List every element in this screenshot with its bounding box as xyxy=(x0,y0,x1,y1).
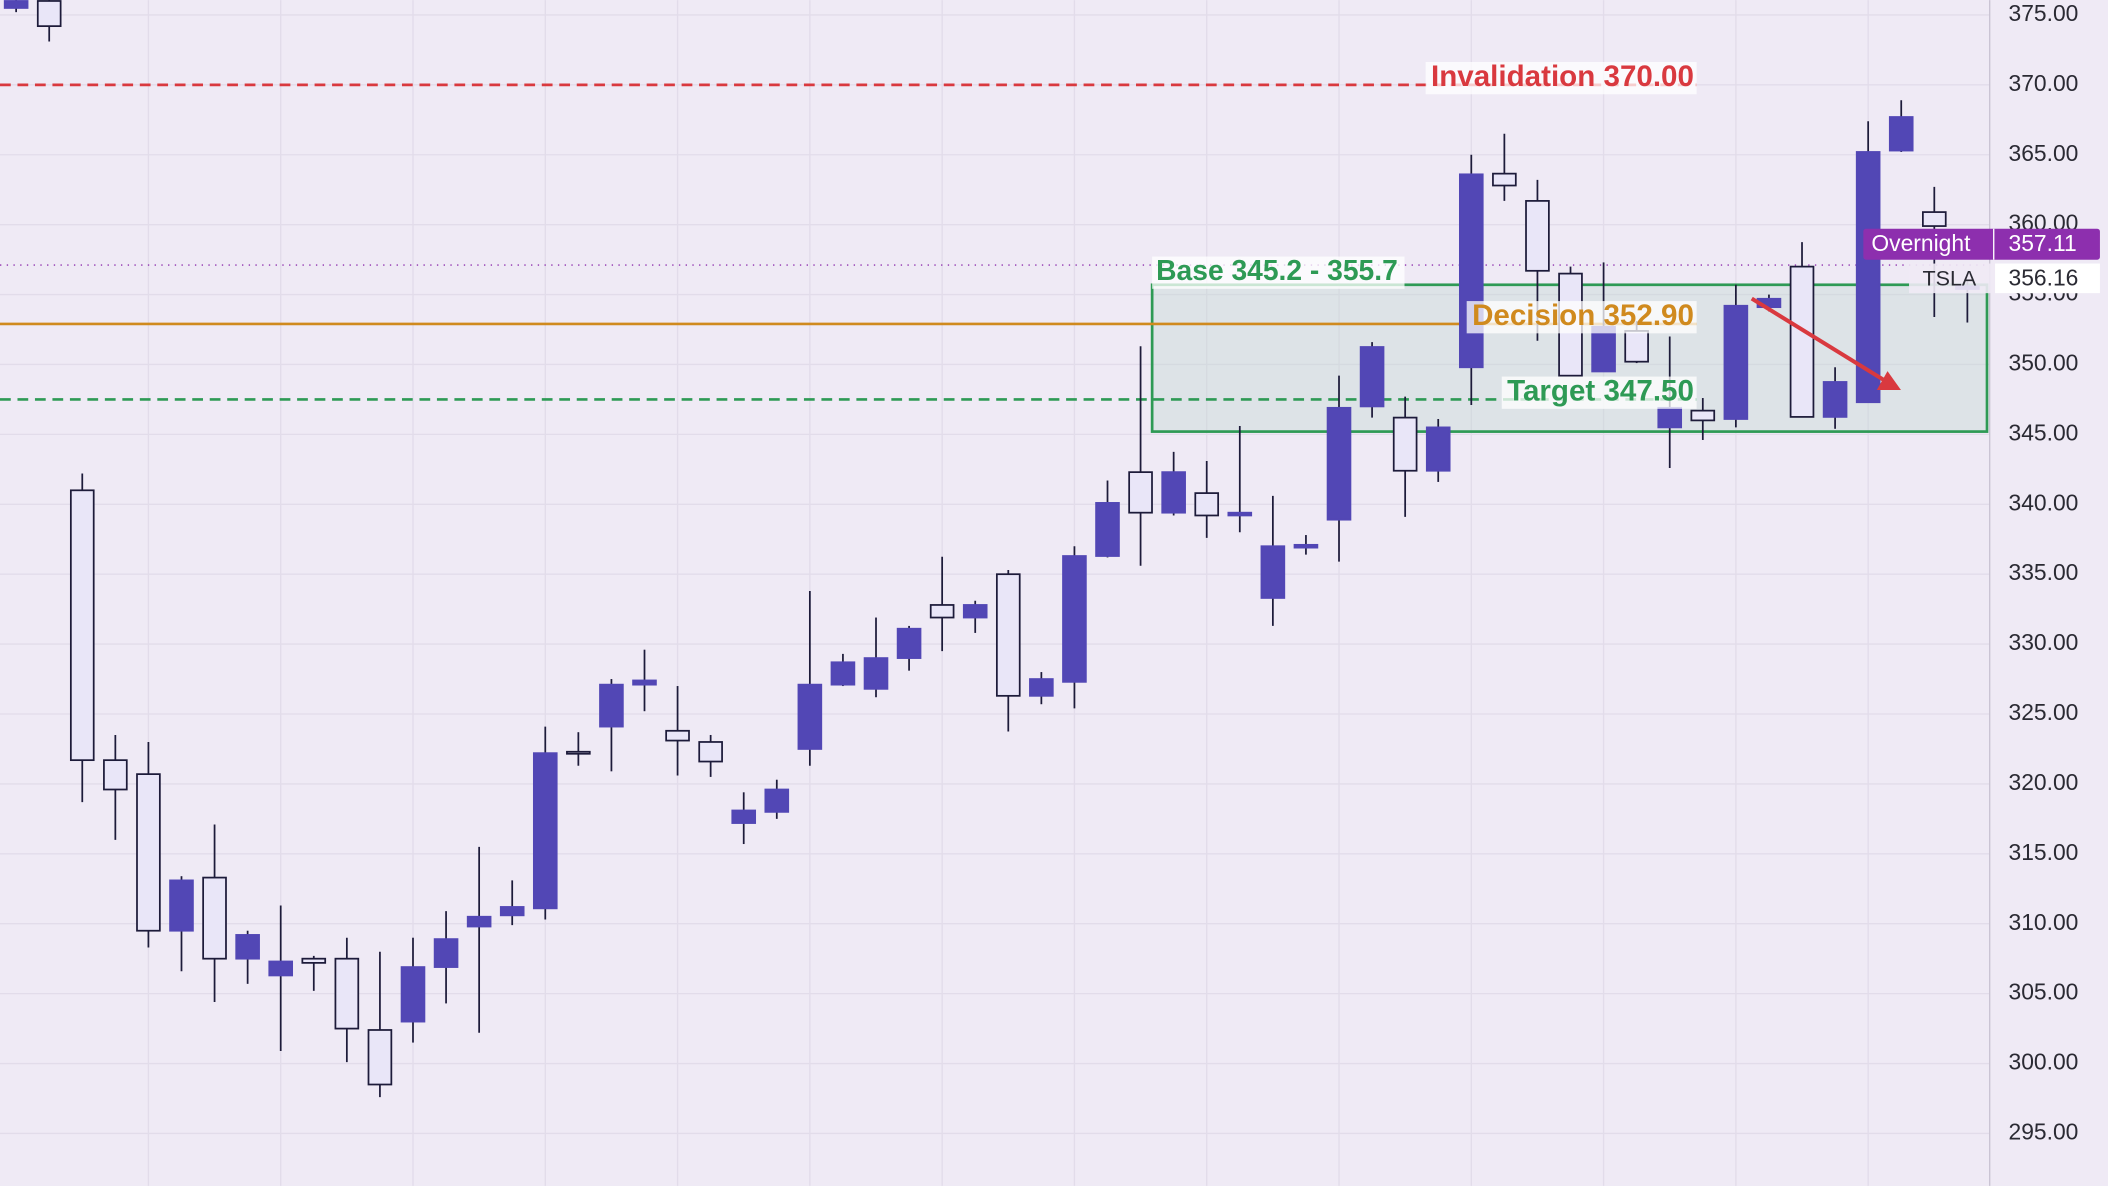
ticker-tag-name: TSLA xyxy=(1922,266,1976,290)
candle-body xyxy=(3,0,29,9)
candle-body xyxy=(400,966,426,1023)
candle-body xyxy=(1227,511,1253,517)
candle-body xyxy=(962,604,988,619)
candle-body xyxy=(830,661,856,686)
level-label: Invalidation 370.00 xyxy=(1431,60,1694,93)
candle-body xyxy=(1095,502,1120,557)
y-tick-label: 300.00 xyxy=(2009,1049,2079,1075)
candle-body xyxy=(1392,416,1418,472)
y-tick-label: 315.00 xyxy=(2009,839,2079,865)
overnight-tag-value: 357.11 xyxy=(2009,230,2077,256)
candle-body xyxy=(1922,211,1947,227)
candle-body xyxy=(301,957,327,964)
ticker-tag-value-bg xyxy=(1995,263,2100,294)
candle-body xyxy=(69,489,95,762)
y-tick-label: 375.00 xyxy=(2009,0,2079,26)
candle-body xyxy=(797,683,823,750)
ticker-tag-value: 356.16 xyxy=(2009,265,2079,291)
y-tick-label: 305.00 xyxy=(2009,979,2079,1005)
candle-body xyxy=(1260,545,1286,599)
candle-body xyxy=(995,573,1021,697)
candle-body xyxy=(599,683,624,728)
candle-body xyxy=(268,960,294,977)
level-label-bg xyxy=(1425,61,1697,95)
candle-body xyxy=(1822,381,1848,418)
candle-body xyxy=(1624,330,1649,363)
zone-label-bg xyxy=(1152,256,1405,289)
y-tick-label: 310.00 xyxy=(2009,909,2079,935)
y-tick-label: 350.00 xyxy=(2009,350,2079,376)
candle-body xyxy=(896,627,922,659)
overnight-tag-name: Overnight xyxy=(1871,230,1971,256)
candle-body xyxy=(764,788,790,813)
candle-body xyxy=(863,657,889,690)
candle-body xyxy=(1591,325,1616,373)
y-tick-label: 320.00 xyxy=(2009,769,2079,795)
candle-body xyxy=(1293,543,1319,549)
y-tick-label: 325.00 xyxy=(2009,699,2079,725)
candle-body xyxy=(929,604,955,619)
candle-body xyxy=(235,934,260,960)
zone-label: Base 345.2 - 355.7 xyxy=(1156,254,1398,286)
candle-body xyxy=(731,809,757,824)
candle-body xyxy=(499,906,525,917)
candle-body xyxy=(1326,406,1352,521)
y-tick-label: 345.00 xyxy=(2009,419,2079,445)
level-label-bg xyxy=(1466,301,1697,334)
candle-body xyxy=(1128,471,1153,514)
candle-body xyxy=(103,759,128,791)
candle-body xyxy=(632,679,657,686)
candle-body xyxy=(169,879,194,932)
candle-body xyxy=(466,915,492,928)
level-label: Target 347.50 xyxy=(1507,375,1694,408)
candle-body xyxy=(202,876,227,960)
candle-body xyxy=(1359,346,1385,408)
candle-body xyxy=(665,729,690,742)
overnight-tag xyxy=(1863,228,2100,260)
y-tick-label: 335.00 xyxy=(2009,559,2079,585)
candle-body xyxy=(1029,678,1054,697)
candle-body xyxy=(1492,172,1517,187)
candle-body xyxy=(1723,304,1749,420)
candle-body xyxy=(1062,555,1087,683)
annotation-arrow xyxy=(1750,296,1901,390)
y-tick-label: 365.00 xyxy=(2009,140,2079,166)
candle-body xyxy=(1855,151,1881,404)
candle-body xyxy=(1425,426,1451,472)
y-tick-label: 340.00 xyxy=(2009,489,2079,515)
candle-body xyxy=(1690,409,1716,422)
level-label-bg xyxy=(1501,376,1697,409)
candle-body xyxy=(1657,406,1683,429)
candle-body xyxy=(1161,471,1186,514)
y-tick-label: 295.00 xyxy=(2009,1118,2079,1144)
candle-body xyxy=(1789,265,1815,418)
candle-body xyxy=(36,0,62,28)
candle-body xyxy=(334,957,360,1030)
candle-body xyxy=(698,741,723,763)
candle-body xyxy=(1194,492,1220,517)
candle-body xyxy=(136,773,161,932)
candle-body xyxy=(566,750,591,755)
candle-body xyxy=(532,752,558,910)
candle-body xyxy=(1525,200,1550,272)
candle-body xyxy=(1458,173,1484,369)
candle-body xyxy=(433,938,459,968)
y-tick-label: 330.00 xyxy=(2009,629,2079,655)
y-tick-label: 370.00 xyxy=(2009,70,2079,96)
candle-body xyxy=(1888,116,1914,152)
level-label: Decision 352.90 xyxy=(1472,299,1694,332)
candle-body xyxy=(367,1029,393,1086)
